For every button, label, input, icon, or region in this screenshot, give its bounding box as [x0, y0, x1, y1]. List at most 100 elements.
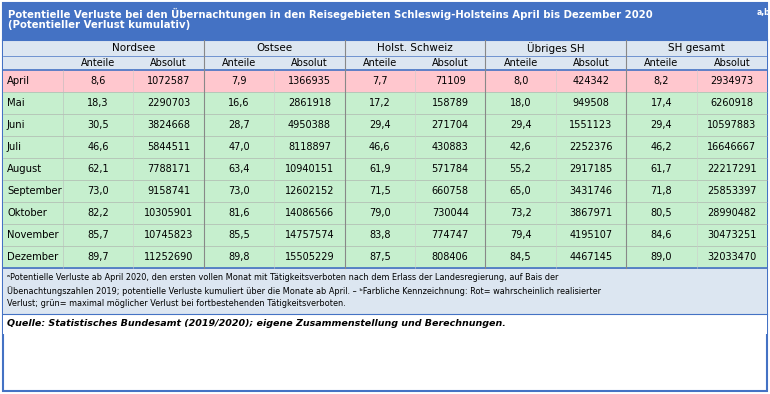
Text: 29,4: 29,4 — [510, 120, 531, 130]
Text: 8,2: 8,2 — [654, 76, 669, 86]
Text: 16,6: 16,6 — [228, 98, 249, 108]
Text: 55,2: 55,2 — [510, 164, 531, 174]
Text: 949508: 949508 — [573, 98, 609, 108]
Text: 424342: 424342 — [573, 76, 610, 86]
Text: 10745823: 10745823 — [144, 230, 193, 240]
Text: 83,8: 83,8 — [369, 230, 390, 240]
Text: 271704: 271704 — [432, 120, 469, 130]
Text: 1072587: 1072587 — [147, 76, 190, 86]
Text: 9158741: 9158741 — [147, 186, 190, 196]
Text: 18,0: 18,0 — [510, 98, 531, 108]
Text: Holst. Schweiz: Holst. Schweiz — [377, 43, 453, 53]
Bar — [3, 70, 767, 92]
Text: 89,7: 89,7 — [87, 252, 109, 262]
Text: 46,2: 46,2 — [651, 142, 672, 152]
Text: 17,2: 17,2 — [369, 98, 390, 108]
Text: 10940151: 10940151 — [285, 164, 334, 174]
Text: Juli: Juli — [7, 142, 22, 152]
Text: 80,5: 80,5 — [651, 208, 672, 218]
Text: 2252376: 2252376 — [569, 142, 613, 152]
Text: Absolut: Absolut — [714, 58, 750, 68]
Text: 73,0: 73,0 — [87, 186, 109, 196]
Text: 7,9: 7,9 — [231, 76, 246, 86]
Text: 29,4: 29,4 — [651, 120, 672, 130]
Text: 61,9: 61,9 — [369, 164, 390, 174]
Text: 65,0: 65,0 — [510, 186, 531, 196]
Text: 4467145: 4467145 — [570, 252, 613, 262]
Text: 22217291: 22217291 — [707, 164, 757, 174]
Text: 87,5: 87,5 — [369, 252, 390, 262]
Text: Juni: Juni — [7, 120, 25, 130]
Text: 62,1: 62,1 — [87, 164, 109, 174]
Text: Absolut: Absolut — [573, 58, 609, 68]
Bar — [3, 158, 767, 180]
Text: 32033470: 32033470 — [707, 252, 756, 262]
Text: 71109: 71109 — [435, 76, 466, 86]
Bar — [3, 3, 767, 40]
Bar — [3, 92, 767, 114]
Text: 25853397: 25853397 — [707, 186, 757, 196]
Bar — [3, 136, 767, 158]
Text: November: November — [7, 230, 59, 240]
Text: Mai: Mai — [7, 98, 25, 108]
Bar — [3, 114, 767, 136]
Text: Übriges SH: Übriges SH — [527, 42, 584, 54]
Text: 73,2: 73,2 — [510, 208, 531, 218]
Text: Oktober: Oktober — [7, 208, 47, 218]
Text: 73,0: 73,0 — [228, 186, 249, 196]
Text: 79,4: 79,4 — [510, 230, 531, 240]
Text: 660758: 660758 — [432, 186, 469, 196]
Text: 10305901: 10305901 — [144, 208, 193, 218]
Text: 3824668: 3824668 — [147, 120, 190, 130]
Text: SH gesamt: SH gesamt — [668, 43, 725, 53]
Text: 30473251: 30473251 — [707, 230, 756, 240]
Text: 12602152: 12602152 — [285, 186, 334, 196]
Text: Absolut: Absolut — [291, 58, 328, 68]
Bar — [3, 40, 767, 70]
Text: 71,8: 71,8 — [651, 186, 672, 196]
Text: Anteile: Anteile — [644, 58, 678, 68]
Text: 808406: 808406 — [432, 252, 469, 262]
Text: 15505229: 15505229 — [285, 252, 334, 262]
Text: (Potentieller Verlust kumulativ): (Potentieller Verlust kumulativ) — [8, 20, 190, 30]
Bar — [3, 224, 767, 246]
Text: 2861918: 2861918 — [288, 98, 331, 108]
Text: Anteile: Anteile — [81, 58, 116, 68]
Bar — [3, 268, 767, 314]
Text: 1551123: 1551123 — [569, 120, 613, 130]
Text: 18,3: 18,3 — [88, 98, 109, 108]
Text: April: April — [7, 76, 30, 86]
Text: 10597883: 10597883 — [707, 120, 756, 130]
Bar — [3, 180, 767, 202]
Text: 14086566: 14086566 — [285, 208, 334, 218]
Text: 2290703: 2290703 — [147, 98, 190, 108]
Text: September: September — [7, 186, 62, 196]
Text: 28,7: 28,7 — [228, 120, 250, 130]
Text: 6260918: 6260918 — [710, 98, 753, 108]
Text: 8,0: 8,0 — [513, 76, 528, 86]
Text: August: August — [7, 164, 42, 174]
Text: 61,7: 61,7 — [651, 164, 672, 174]
Text: 89,0: 89,0 — [651, 252, 672, 262]
Text: 89,8: 89,8 — [228, 252, 249, 262]
Text: 30,5: 30,5 — [87, 120, 109, 130]
Text: Anteile: Anteile — [504, 58, 537, 68]
Text: 430883: 430883 — [432, 142, 469, 152]
Text: 8118897: 8118897 — [288, 142, 331, 152]
Text: 46,6: 46,6 — [369, 142, 390, 152]
Text: 79,0: 79,0 — [369, 208, 390, 218]
Text: 4195107: 4195107 — [570, 230, 613, 240]
Text: 17,4: 17,4 — [651, 98, 672, 108]
Text: 5844511: 5844511 — [147, 142, 190, 152]
Text: 158789: 158789 — [432, 98, 469, 108]
Text: Absolut: Absolut — [150, 58, 187, 68]
Text: 571784: 571784 — [432, 164, 469, 174]
Text: 47,0: 47,0 — [228, 142, 249, 152]
Text: 82,2: 82,2 — [87, 208, 109, 218]
Text: Anteile: Anteile — [363, 58, 397, 68]
Text: 7788171: 7788171 — [147, 164, 190, 174]
Bar — [3, 314, 767, 334]
Text: Absolut: Absolut — [432, 58, 469, 68]
Text: Verlust; grün= maximal möglicher Verlust bei fortbestehenden Tätigkeitsverboten.: Verlust; grün= maximal möglicher Verlust… — [7, 299, 346, 308]
Text: Quelle: Statistisches Bundesamt (2019/2020); eigene Zusammenstellung und Berechn: Quelle: Statistisches Bundesamt (2019/20… — [7, 320, 506, 329]
